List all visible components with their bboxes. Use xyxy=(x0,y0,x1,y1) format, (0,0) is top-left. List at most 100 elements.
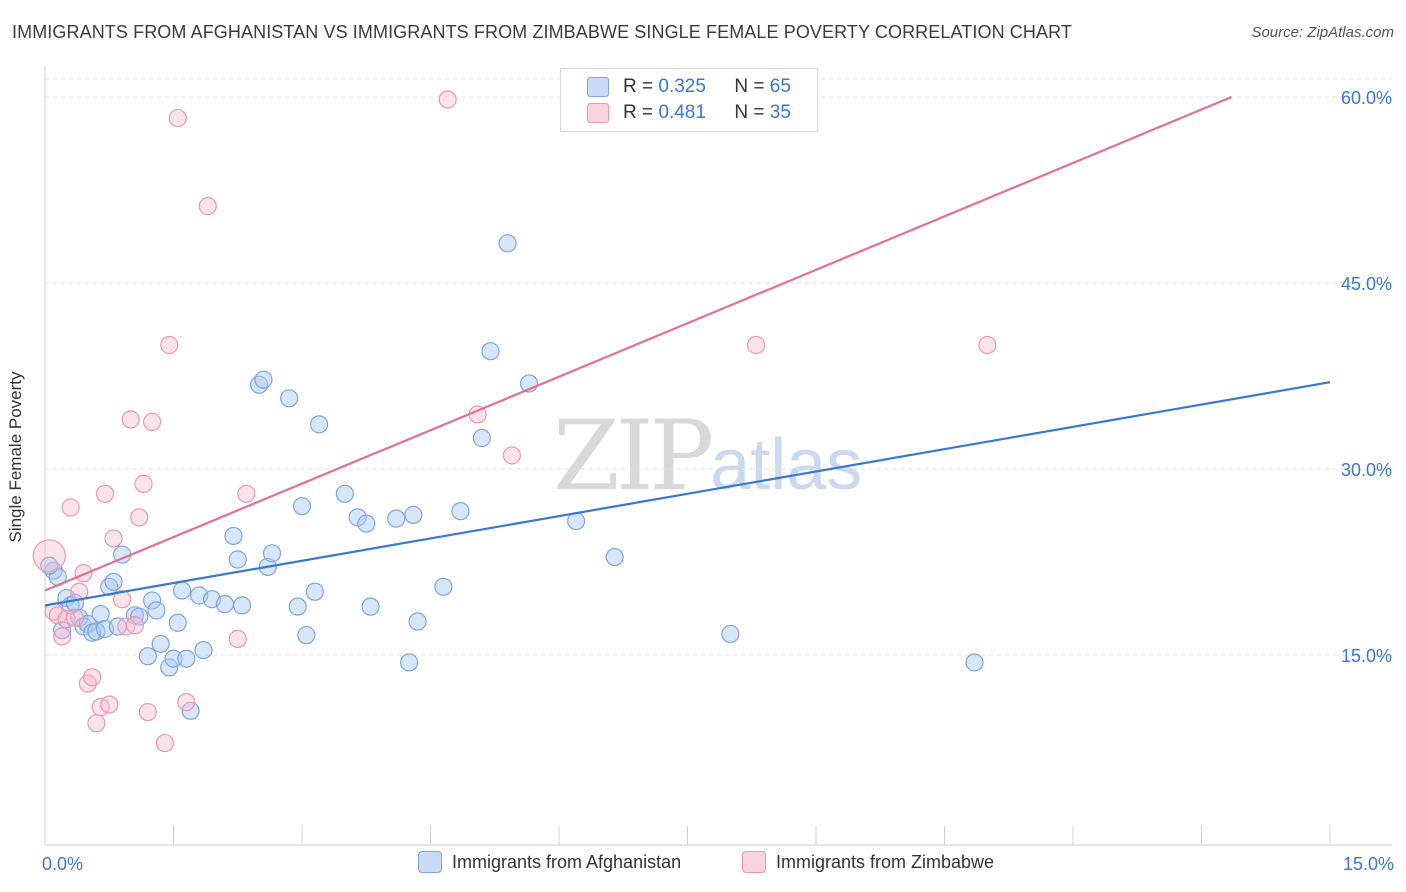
zimbabwe-point xyxy=(978,335,997,355)
legend-n-label: N = xyxy=(734,102,765,123)
correlation-legend: R = 0.325 N = 65 R = 0.481 N = 35 xyxy=(560,68,818,132)
afghanistan-point xyxy=(138,647,157,666)
afghanistan-point xyxy=(130,607,149,626)
trend-line-afghanistan xyxy=(44,381,1331,607)
legend-swatch-zimbabwe xyxy=(587,103,609,123)
afghanistan-point xyxy=(481,342,500,361)
afghanistan-point xyxy=(151,634,170,653)
legend-r-label: R = xyxy=(623,102,654,123)
afghanistan-point xyxy=(605,547,624,567)
zimbabwe-point xyxy=(155,733,175,753)
x-tick-label: 15.0% xyxy=(1343,854,1394,874)
afghanistan-point xyxy=(215,595,234,614)
legend-r-label: R = xyxy=(623,76,654,97)
zimbabwe-point xyxy=(95,484,115,503)
zimbabwe-point xyxy=(112,590,132,609)
afghanistan-point xyxy=(53,621,72,640)
legend-row-zimbabwe: R = 0.481 N = 35 xyxy=(587,101,791,125)
legend-r-value: 0.481 xyxy=(658,102,706,123)
afghanistan-point xyxy=(164,649,183,668)
afghanistan-point xyxy=(434,577,453,596)
afghanistan-point xyxy=(280,389,299,408)
trend-lines xyxy=(44,95,1331,607)
y-tick-label: 30.0% xyxy=(1341,460,1392,480)
legend-r-value: 0.325 xyxy=(658,76,706,97)
zimbabwe-point xyxy=(104,529,123,548)
zimbabwe-point xyxy=(125,616,145,635)
y-tick-label: 60.0% xyxy=(1341,88,1392,108)
afghanistan-point xyxy=(310,415,329,434)
afghanistan-point xyxy=(168,613,187,632)
afghanistan-point xyxy=(361,597,380,616)
y-tick-label: 45.0% xyxy=(1341,274,1392,294)
zimbabwe-point xyxy=(502,446,521,465)
afghanistan-point xyxy=(194,640,213,660)
afghanistan-point xyxy=(451,502,470,521)
legend-label-zimbabwe: Immigrants from Zimbabwe xyxy=(776,851,995,872)
afghanistan-point xyxy=(357,514,376,533)
afghanistan-point xyxy=(404,505,423,524)
axes xyxy=(44,66,1392,846)
legend-n-label: N = xyxy=(734,76,765,97)
legend-item-afghanistan: Immigrants from Afghanistan xyxy=(418,851,681,873)
zimbabwe-point xyxy=(438,90,457,109)
afghanistan-point xyxy=(335,484,354,503)
grid-lines xyxy=(45,78,1392,656)
afghanistan-point xyxy=(160,658,179,677)
afghanistan-point xyxy=(965,653,984,672)
zimbabwe-point xyxy=(160,335,179,355)
afghanistan-point xyxy=(91,604,110,624)
legend-n-value: 65 xyxy=(769,76,791,97)
afghanistan-point xyxy=(40,556,59,575)
afghanistan-point xyxy=(408,612,427,631)
legend-swatch-zimbabwe xyxy=(742,851,766,873)
y-axis-label: Single Female Poverty xyxy=(6,371,25,543)
source-credit: Source: ZipAtlas.com xyxy=(1251,24,1394,41)
zimbabwe-point xyxy=(83,668,102,687)
zimbabwe-point xyxy=(32,539,66,573)
zimbabwe-point xyxy=(746,335,766,355)
zimbabwe-point xyxy=(130,508,149,527)
chart-title: IMMIGRANTS FROM AFGHANISTAN VS IMMIGRANT… xyxy=(12,22,1072,42)
afghanistan-point xyxy=(254,370,273,389)
afghanistan-point xyxy=(399,653,419,672)
afghanistan-point xyxy=(288,597,307,616)
zimbabwe-point xyxy=(168,108,187,128)
legend-n-value: 35 xyxy=(769,102,791,123)
zimbabwe-point xyxy=(138,702,157,722)
zimbabwe-point xyxy=(237,484,256,503)
zimbabwe-point xyxy=(228,629,247,648)
afghanistan-point xyxy=(297,626,316,645)
afghanistan-point xyxy=(147,601,166,620)
series-legend: Immigrants from Afghanistan Immigrants f… xyxy=(0,851,1406,879)
legend-row-afghanistan: R = 0.325 N = 65 xyxy=(587,75,791,99)
zimbabwe-point xyxy=(100,695,119,714)
legend-label-afghanistan: Immigrants from Afghanistan xyxy=(452,851,682,872)
afghanistan-point xyxy=(228,550,247,569)
zimbabwe-point xyxy=(121,410,140,429)
afghanistan-point xyxy=(721,624,740,644)
trend-line-zimbabwe xyxy=(44,95,1232,592)
zimbabwe-point xyxy=(87,714,106,733)
tick-labels: 15.0% 30.0% 45.0% 60.0% 0.0% 15.0% xyxy=(42,88,1394,874)
zimbabwe-point xyxy=(53,627,72,646)
zimbabwe-point xyxy=(177,693,196,712)
y-tick-label: 15.0% xyxy=(1341,646,1392,666)
zimbabwe-point xyxy=(134,474,153,493)
zimbabwe-point xyxy=(142,412,162,431)
afghanistan-point xyxy=(177,649,196,668)
x-tick-label: 0.0% xyxy=(42,854,83,874)
afghanistan-point xyxy=(472,428,491,448)
afghanistan-point xyxy=(305,582,324,601)
series-afghanistan-points xyxy=(40,234,984,720)
zimbabwe-point xyxy=(61,498,80,517)
afghanistan-point xyxy=(387,509,406,528)
afghanistan-point xyxy=(262,544,282,563)
afghanistan-point xyxy=(232,596,252,615)
legend-swatch-afghanistan xyxy=(418,851,442,873)
legend-item-zimbabwe: Immigrants from Zimbabwe xyxy=(742,851,994,873)
afghanistan-point xyxy=(224,526,243,546)
afghanistan-point xyxy=(181,701,200,720)
watermark-atlas: atlas xyxy=(710,425,863,505)
